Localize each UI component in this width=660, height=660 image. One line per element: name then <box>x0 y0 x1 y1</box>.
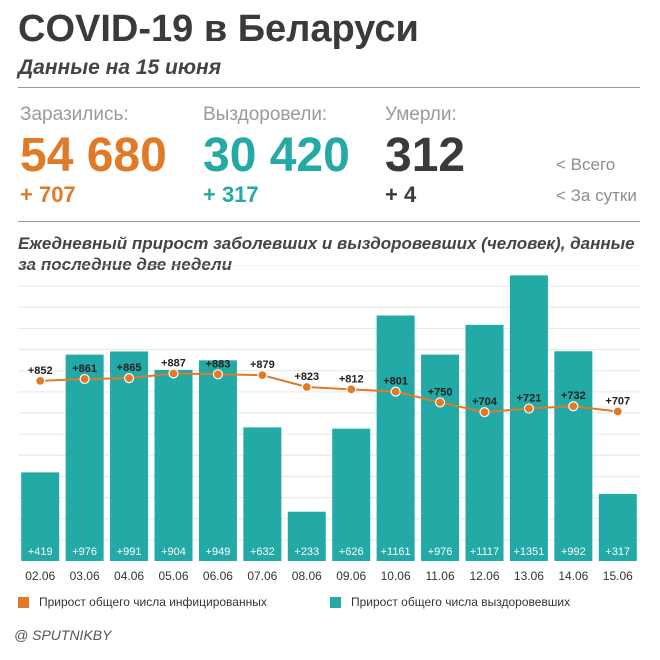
bar <box>21 472 60 561</box>
infected-value-label: +852 <box>28 365 53 377</box>
infected-point <box>79 373 90 385</box>
bar <box>332 428 371 561</box>
infected-point <box>390 386 401 397</box>
infected-value-label: +812 <box>339 373 364 385</box>
bar <box>198 360 237 561</box>
stat-deaths-label: Умерли: <box>385 104 457 125</box>
x-tick-label: 05.06 <box>158 569 188 583</box>
bar-value-label: +626 <box>339 546 364 558</box>
legend-recovered: Прирост общего числа выздоровевших <box>330 595 570 609</box>
legend-recovered-swatch <box>330 596 341 608</box>
x-tick-label: 04.06 <box>114 569 144 583</box>
chart-area: +419 02.06 +976 03.06 +991 04.06 +904 05.06 +949… <box>18 265 640 583</box>
divider-middle <box>18 221 640 222</box>
bar <box>154 369 193 561</box>
infected-value-label: +801 <box>383 376 408 388</box>
bar-value-label: +1161 <box>381 546 411 558</box>
infected-value-label: +879 <box>250 359 275 371</box>
bar <box>65 354 104 561</box>
bar-value-label: +991 <box>117 546 142 558</box>
infected-point <box>523 403 535 414</box>
infected-value-label: +887 <box>161 357 186 369</box>
infected-value-label: +861 <box>72 363 97 375</box>
bar <box>465 324 504 561</box>
bar <box>287 511 326 561</box>
x-tick-label: 03.06 <box>70 569 100 583</box>
bar-value-label: +419 <box>28 546 53 558</box>
divider-top <box>18 87 640 88</box>
legend-recovered-label: Прирост общего числа выздоровевших <box>351 595 571 609</box>
bar <box>376 315 415 561</box>
infected-value-label: +721 <box>517 393 542 405</box>
infected-point <box>35 375 46 386</box>
x-tick-label: 10.06 <box>381 569 411 583</box>
infected-value-label: +704 <box>472 396 498 408</box>
x-tick-label: 13.06 <box>514 569 544 583</box>
legend-infected: Прирост общего числа инфицированных <box>18 595 267 609</box>
infected-value-label: +750 <box>428 386 453 398</box>
x-tick-label: 02.06 <box>25 569 55 583</box>
side-legend-total: < Всего <box>556 155 616 174</box>
bar <box>554 351 593 561</box>
infected-value-label: +732 <box>561 390 586 402</box>
infected-point <box>479 407 490 418</box>
page-title: COVID-19 в Беларуси <box>18 8 419 50</box>
x-tick-label: 14.06 <box>558 569 588 583</box>
bar <box>509 275 548 561</box>
infected-point <box>168 368 179 379</box>
page-subtitle: Данные на 15 июня <box>18 56 222 79</box>
bar-value-label: +949 <box>206 546 231 558</box>
x-tick-label: 15.06 <box>603 569 633 583</box>
bar-value-label: +233 <box>294 546 319 558</box>
infected-point <box>212 369 224 380</box>
infected-line <box>40 372 618 414</box>
infected-point <box>568 401 579 412</box>
stat-infected-delta: + 707 <box>20 182 76 207</box>
infected-point <box>346 384 357 395</box>
bar <box>421 354 460 561</box>
stat-recovered-delta: + 317 <box>203 182 259 207</box>
infected-value-label: +865 <box>117 362 142 374</box>
bar-value-label: +976 <box>428 546 453 558</box>
bar <box>110 351 149 561</box>
x-tick-label: 07.06 <box>247 569 277 583</box>
x-tick-label: 09.06 <box>336 569 366 583</box>
bar-value-label: +317 <box>605 546 630 558</box>
infected-point <box>301 381 312 393</box>
stat-recovered-label: Выздоровели: <box>203 104 328 125</box>
infected-point <box>257 370 268 381</box>
source-credit: @ SPUTNIKBY <box>14 627 112 643</box>
stat-infected-total: 54 680 <box>20 129 167 182</box>
stat-recovered-total: 30 420 <box>203 129 350 182</box>
stat-deaths-total: 312 <box>385 129 466 182</box>
bar-value-label: +904 <box>161 546 186 558</box>
side-legend-daily: < За сутки <box>556 186 637 205</box>
bar <box>243 427 282 561</box>
infected-point <box>612 406 623 417</box>
infected-value-label: +707 <box>605 396 630 408</box>
infected-point <box>434 397 446 408</box>
bar-value-label: +1117 <box>470 546 499 558</box>
bar <box>598 493 637 561</box>
infected-value-label: +823 <box>294 371 319 383</box>
bar-value-label: +1351 <box>513 546 544 558</box>
stat-deaths-delta: + 4 <box>385 182 417 207</box>
legend-infected-label: Прирост общего числа инфицированных <box>39 595 267 609</box>
x-tick-label: 06.06 <box>203 569 233 583</box>
infected-point <box>123 373 135 384</box>
bar-value-label: +992 <box>561 546 586 558</box>
stat-infected-label: Заразились: <box>20 104 129 125</box>
x-tick-label: 12.06 <box>469 569 499 583</box>
infected-value-label: +883 <box>206 358 231 370</box>
x-tick-label: 08.06 <box>292 569 322 583</box>
legend-infected-swatch <box>18 596 29 608</box>
x-tick-label: 11.06 <box>426 569 455 583</box>
bar-value-label: +632 <box>250 546 275 558</box>
bar-value-label: +976 <box>72 546 97 558</box>
